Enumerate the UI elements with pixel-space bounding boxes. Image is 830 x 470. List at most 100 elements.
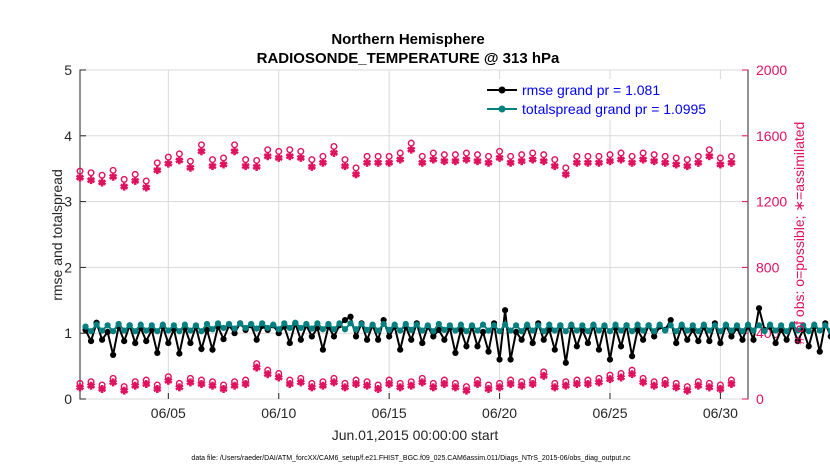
obs-assimilated-point <box>230 147 239 156</box>
totalspread-point <box>115 320 122 328</box>
asterisk-stroke <box>109 173 118 180</box>
asterisk-stroke <box>219 385 228 393</box>
totalspread-point <box>617 327 625 334</box>
obs-possible-point <box>87 169 95 177</box>
obs-assimilated-point <box>407 381 416 390</box>
rmse-point <box>408 336 415 343</box>
totalspread-point <box>352 326 360 333</box>
obs-assimilated-point <box>175 383 184 392</box>
totalspread-point <box>761 328 768 335</box>
asterisk-stroke <box>197 380 206 388</box>
obs-assimilated-point <box>285 380 294 389</box>
asterisk-stroke <box>208 162 217 170</box>
rmse-point <box>430 333 437 340</box>
obs-assimilated-point <box>263 152 272 161</box>
asterisk-stroke <box>208 382 217 389</box>
totalspread-point <box>695 328 702 335</box>
totalspread-point <box>264 324 271 332</box>
asterisk-stroke <box>285 380 294 388</box>
rmse-point <box>673 339 680 347</box>
totalspread-point <box>259 320 266 327</box>
totalspread-point <box>728 327 735 334</box>
asterisk-stroke <box>473 158 482 165</box>
totalspread-point <box>170 322 177 329</box>
rmse-point <box>479 328 487 335</box>
y-right-tick-label: 800 <box>756 259 780 275</box>
totalspread-point <box>369 321 376 328</box>
y-left-tick-label: 0 <box>64 391 72 407</box>
asterisk-stroke <box>705 153 714 160</box>
rmse-point <box>562 359 569 366</box>
asterisk-stroke <box>362 382 372 389</box>
totalspread-point <box>391 321 398 328</box>
chart-subtitle: RADIOSONDE_TEMPERATURE @ 313 hPa <box>257 50 560 67</box>
asterisk-stroke <box>230 148 239 155</box>
obs-assimilated-point <box>75 383 85 392</box>
obs-assimilated-point <box>594 378 604 387</box>
asterisk-stroke <box>495 154 504 161</box>
obs-assimilated-point <box>219 384 228 393</box>
obs-assimilated-point <box>572 380 581 389</box>
totalspread-point <box>579 322 586 329</box>
totalspread-point <box>468 322 476 329</box>
obs-assimilated-point <box>561 170 570 179</box>
x-tick-label: 06/15 <box>372 405 407 421</box>
obs-assimilated-point <box>451 383 460 392</box>
totalspread-point <box>402 320 409 328</box>
asterisk-stroke <box>638 156 648 163</box>
obs-assimilated-point <box>131 381 140 390</box>
totalspread-point <box>253 325 260 332</box>
asterisk-stroke <box>627 371 637 378</box>
asterisk-stroke <box>462 156 471 163</box>
obs-assimilated-point <box>672 383 681 392</box>
asterisk-stroke <box>705 384 714 391</box>
totalspread-point <box>496 328 503 335</box>
rmse-point <box>540 336 547 343</box>
asterisk-stroke <box>727 159 736 166</box>
asterisk-stroke <box>506 380 515 388</box>
obs-assimilated-point <box>727 380 736 389</box>
rmse-point <box>485 348 492 355</box>
obs-assimilated-point <box>86 176 96 185</box>
totalspread-point <box>811 321 818 328</box>
y-left-tick-label: 1 <box>64 325 72 341</box>
asterisk-stroke <box>550 162 559 170</box>
obs-assimilated-point <box>109 378 118 387</box>
totalspread-point <box>248 320 255 328</box>
totalspread-point <box>634 321 641 328</box>
obs-assimilated-point <box>75 173 85 182</box>
totalspread-point <box>121 327 128 334</box>
totalspread-point <box>485 327 492 334</box>
obs-assimilated-point <box>683 386 692 395</box>
obs-assimilated-point <box>131 176 140 185</box>
totalspread-point <box>330 326 338 333</box>
obs-assimilated-point <box>241 162 250 171</box>
obs-assimilated-point <box>120 182 129 191</box>
obs-assimilated-point <box>683 162 692 171</box>
totalspread-point <box>479 321 487 328</box>
rmse-point <box>319 346 327 353</box>
obs-assimilated-point <box>440 157 449 166</box>
totalspread-point <box>568 321 575 328</box>
totalspread-point <box>110 328 117 335</box>
totalspread-point <box>181 321 188 328</box>
rmse-point <box>452 349 459 357</box>
totalspread-point <box>148 322 155 329</box>
rmse-point <box>110 351 117 359</box>
totalspread-point <box>557 322 564 329</box>
asterisk-stroke <box>241 162 250 170</box>
obs-assimilated-point <box>197 380 206 389</box>
asterisk-stroke <box>131 382 140 389</box>
obs-assimilated-point <box>716 160 725 169</box>
legend-box <box>482 79 744 120</box>
asterisk-stroke <box>142 184 151 191</box>
asterisk-stroke <box>407 146 416 153</box>
y-left-axis-ticks: 0 1 2 3 4 5 <box>64 62 86 407</box>
totalspread-point <box>513 322 520 329</box>
totalspread-point <box>82 323 89 330</box>
asterisk-stroke <box>605 158 615 165</box>
rmse-point <box>501 307 509 314</box>
data-file-footnote: data file: /Users/raeder/DAI/ATM_forcXX/… <box>191 455 631 462</box>
